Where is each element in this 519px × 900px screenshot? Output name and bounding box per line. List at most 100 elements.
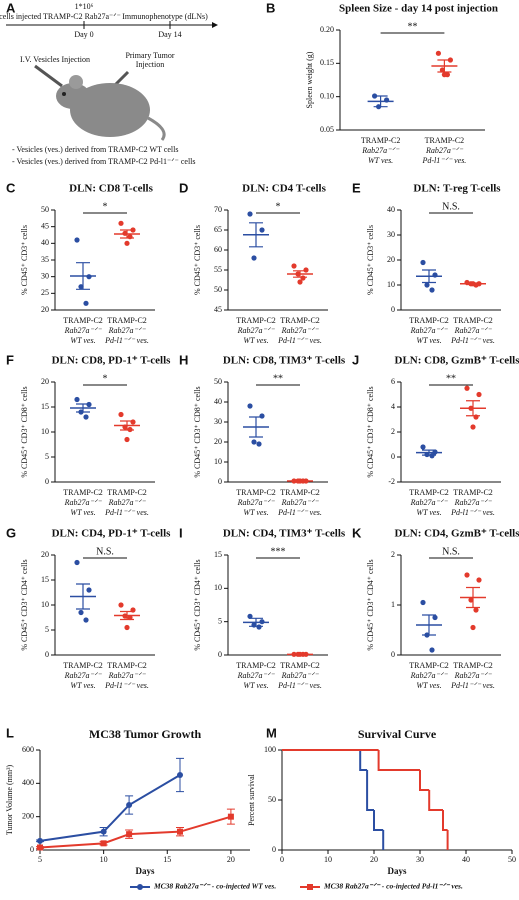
x-tick-label-line: Pd-l1⁻ᐟ⁻ ves. [277,336,322,345]
legend-label: MC38 Rab27a⁻ᐟ⁻ - co-injected WT ves. [153,882,276,891]
error-bar [76,583,90,610]
significance-label: * [276,201,281,212]
x-tick-label: 50 [508,855,516,864]
panel-letter: D [179,180,188,195]
series-line [39,815,232,849]
x-tick-label: TRAMP-C2 Rab27a⁻ᐟ⁻ WT ves. [63,316,103,345]
x-axis-label: Days [135,866,154,876]
y-tick-label: 10 [214,457,222,466]
data-point [259,227,265,233]
y-axis-label: % CD45⁺ CD3⁺ CD4⁺ cells [366,559,375,650]
x-tick-label-line: TRAMP-C2 [280,316,320,325]
y-tick-label: 55 [214,265,222,274]
x-tick-label-line: Pd-l1⁻ᐟ⁻ ves. [104,681,149,690]
data-point [429,647,435,653]
timeline-arrow [212,22,218,28]
error-bar [293,653,307,656]
panel-letter: E [352,180,361,195]
error-bar [466,282,480,286]
day-label: Day 0 [74,30,93,39]
syringe [34,64,63,88]
x-tick-label-line: Rab27a⁻ᐟ⁻ [281,498,319,507]
x-tick-label-line: WT ves. [243,508,268,517]
data-point [124,240,130,246]
y-tick-label: 10 [214,583,222,592]
y-axis-label: % CD45⁺ CD3⁺ CD8⁺ cells [20,386,29,477]
x-tick-label-line: WT ves. [416,508,441,517]
y-tick-label: 25 [41,288,49,297]
y-tick-label: 0 [272,845,276,854]
data-point [83,414,89,420]
data-point [247,613,253,619]
y-tick-label: 20 [41,550,49,559]
x-tick-label: 5 [38,855,42,864]
tumor-label: Injection [136,60,164,69]
x-tick-label-line: TRAMP-C2 [453,316,493,325]
significance-label: * [103,373,108,384]
x-tick-label: TRAMP-C2 Rab27a⁻ᐟ⁻ Pd-l1⁻ᐟ⁻ ves. [450,661,495,690]
data-point [291,263,297,269]
x-tick-label: TRAMP-C2 Rab27a⁻ᐟ⁻ Pd-l1⁻ᐟ⁻ ves. [104,488,149,517]
y-tick-label: 30 [41,271,49,280]
error-bar [249,617,263,627]
x-axis-label: Days [387,866,406,876]
survival-step [428,790,443,811]
panel-letter: H [179,352,188,367]
x-tick-label-line: TRAMP-C2 [236,316,276,325]
data-point [470,424,476,430]
x-tick-label-line: TRAMP-C2 [63,488,103,497]
data-point [74,559,80,566]
x-tick-label-line: TRAMP-C2 [409,488,449,497]
x-tick-label: TRAMP-C2 Rab27a⁻ᐟ⁻ Pd-l1⁻ᐟ⁻ ves. [450,488,495,517]
panel-letter: M [266,725,277,740]
data-point [429,287,435,293]
legend-label: MC38 Rab27a⁻ᐟ⁻ - co-injected Pd-l1⁻ᐟ⁻ ve… [323,882,463,891]
x-tick-label: TRAMP-C2 Rab27a⁻ᐟ⁻ Pd-l1⁻ᐟ⁻ ves. [421,136,466,165]
error-bar [249,222,263,248]
x-tick-label: 40 [462,855,470,864]
x-tick-label-line: Rab27a⁻ᐟ⁻ [108,671,146,680]
y-tick-label: 30 [214,417,222,426]
error-bar [120,610,134,621]
x-tick-label-line: TRAMP-C2 [63,661,103,670]
x-tick-label-line: Rab27a⁻ᐟ⁻ [410,498,448,507]
x-tick-label-line: Pd-l1⁻ᐟ⁻ ves. [277,681,322,690]
significance-label: * [103,201,108,212]
y-tick-label: 45 [214,305,222,314]
error-bar [120,229,134,239]
marker [37,844,43,851]
x-tick-label-line: Pd-l1⁻ᐟ⁻ ves. [104,336,149,345]
chart-title: DLN: CD4 T-cells [242,183,326,195]
group-text: - Vesicles (ves.) derived from TRAMP-C2 … [12,145,179,154]
significance-label: N.S. [96,546,114,557]
x-tick-label: 0 [280,855,284,864]
x-tick-label: TRAMP-C2 Rab27a⁻ᐟ⁻ Pd-l1⁻ᐟ⁻ ves. [104,316,149,345]
chart-title: DLN: CD8, PD-1⁺ T-cells [52,355,172,367]
y-tick-label: 2 [391,550,395,559]
x-tick-label: TRAMP-C2 Rab27a⁻ᐟ⁻ Pd-l1⁻ᐟ⁻ ves. [277,316,322,345]
x-tick-label: TRAMP-C2 Rab27a⁻ᐟ⁻ Pd-l1⁻ᐟ⁻ ves. [104,661,149,690]
error-bar [437,59,452,73]
day-label: Day 14 [158,30,181,39]
y-tick-label: 0 [391,305,395,314]
x-tick-label-line: TRAMP-C2 [63,316,103,325]
panel-letter: G [6,525,16,540]
marker [100,828,107,835]
y-tick-label: 40 [214,397,222,406]
readout-text: Immunophenotype (dLNs) [122,12,208,21]
chart-title: Survival Curve [358,727,437,741]
x-tick-label: 10 [100,855,108,864]
error-bar [422,449,436,456]
x-tick-label-line: Pd-l1⁻ᐟ⁻ ves. [104,508,149,517]
x-tick-label: TRAMP-C2 Rab27a⁻ᐟ⁻ WT ves. [409,316,449,345]
x-tick-label: 20 [227,855,235,864]
y-tick-label: 65 [214,225,222,234]
y-axis-label: % CD45⁺ CD3⁺ cells [366,225,375,295]
data-point [420,599,426,606]
iv-label: I.V. Vesicles Injection [20,55,90,64]
x-tick-label-line: Rab27a⁻ᐟ⁻ [281,326,319,335]
x-tick-label-line: Rab27a⁻ᐟ⁻ [64,498,102,507]
data-point [476,577,482,583]
chart-title: DLN: CD4, TIM3⁺ T-cells [223,528,346,540]
